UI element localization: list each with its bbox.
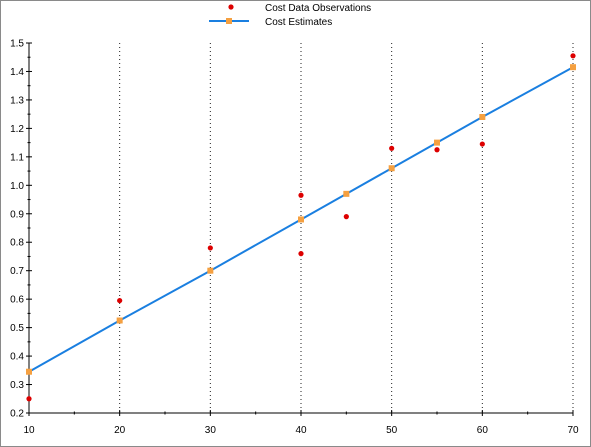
estimate-marker (570, 64, 576, 71)
y-tick-label: 1.0 (10, 181, 24, 192)
x-tick-label: 20 (114, 425, 126, 436)
series-cost-estimates (26, 64, 576, 375)
observation-point (298, 251, 304, 257)
x-tick-label: 70 (567, 425, 579, 436)
y-tick-label: 0.7 (10, 266, 24, 277)
legend-marker-estimates (226, 18, 232, 24)
y-tick-label: 1.2 (10, 124, 24, 135)
grid (119, 43, 574, 413)
observation-point (26, 396, 32, 402)
observation-point (479, 141, 485, 147)
estimate-marker (26, 368, 32, 375)
observation-point (343, 214, 349, 220)
legend: Cost Data Observations Cost Estimates (209, 3, 371, 28)
observation-point (298, 192, 304, 198)
observation-point (207, 245, 213, 251)
observation-point (570, 53, 576, 59)
x-tick-label: 30 (205, 425, 217, 436)
legend-label-observations: Cost Data Observations (265, 3, 371, 14)
y-tick-label: 0.5 (10, 323, 24, 334)
observation-point (389, 145, 395, 151)
estimate-marker (388, 165, 395, 172)
estimate-marker (479, 114, 486, 120)
legend-marker-observations (228, 4, 234, 10)
y-tick-label: 0.2 (10, 409, 24, 420)
y-axis-ticks: 0.2 0.3 0.4 0.5 0.6 0.7 0.8 0.9 1.0 1.1 1.2 1.3 1.4 1… (10, 39, 32, 420)
y-tick-label: 1.4 (10, 67, 24, 78)
series-cost-observations (26, 53, 576, 402)
y-tick-label: 1.5 (10, 39, 24, 50)
observation-point (117, 297, 123, 304)
y-tick-label: 0.9 (10, 209, 24, 220)
y-tick-label: 1.1 (10, 152, 24, 163)
estimate-marker (434, 139, 440, 146)
y-tick-label: 0.4 (10, 352, 24, 363)
x-tick-label: 10 (23, 425, 35, 436)
y-tick-label: 0.8 (10, 238, 24, 249)
x-tick-label: 50 (386, 425, 398, 436)
observation-point (434, 147, 440, 153)
x-axis-ticks: 10 20 30 40 50 60 70 (23, 410, 579, 436)
x-tick-label: 60 (477, 425, 489, 436)
estimate-marker (116, 317, 123, 324)
legend-label-estimates: Cost Estimates (265, 17, 332, 28)
y-tick-label: 0.6 (10, 295, 24, 306)
x-tick-label: 40 (295, 425, 307, 436)
estimate-marker (343, 190, 350, 197)
estimate-marker (298, 216, 304, 223)
estimate-marker (207, 267, 214, 274)
y-tick-label: 0.3 (10, 380, 24, 391)
y-tick-label: 1.3 (10, 95, 24, 106)
